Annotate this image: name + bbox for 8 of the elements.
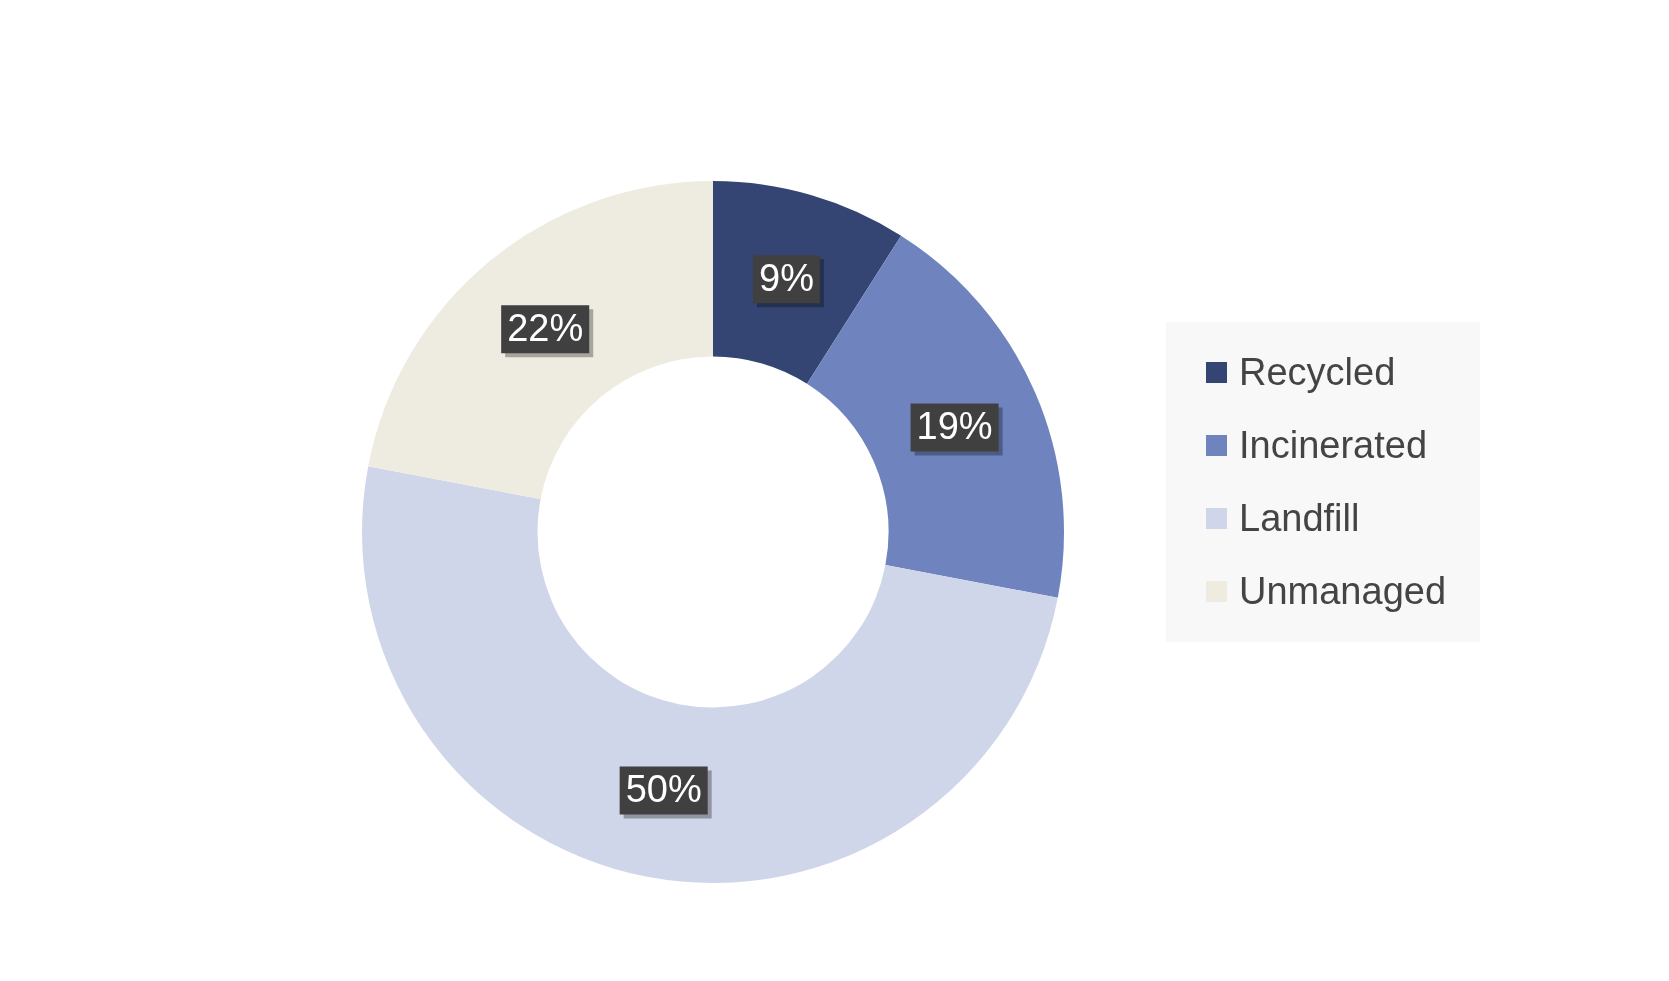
data-label: 19% <box>916 404 993 447</box>
data-label: 50% <box>625 768 702 811</box>
legend-label: Incinerated <box>1239 424 1428 467</box>
legend-label: Unmanaged <box>1239 570 1447 613</box>
data-label: 9% <box>758 256 814 299</box>
data-label: 22% <box>507 306 584 349</box>
legend-label: Recycled <box>1239 351 1396 394</box>
legend-label: Landfill <box>1239 497 1360 540</box>
